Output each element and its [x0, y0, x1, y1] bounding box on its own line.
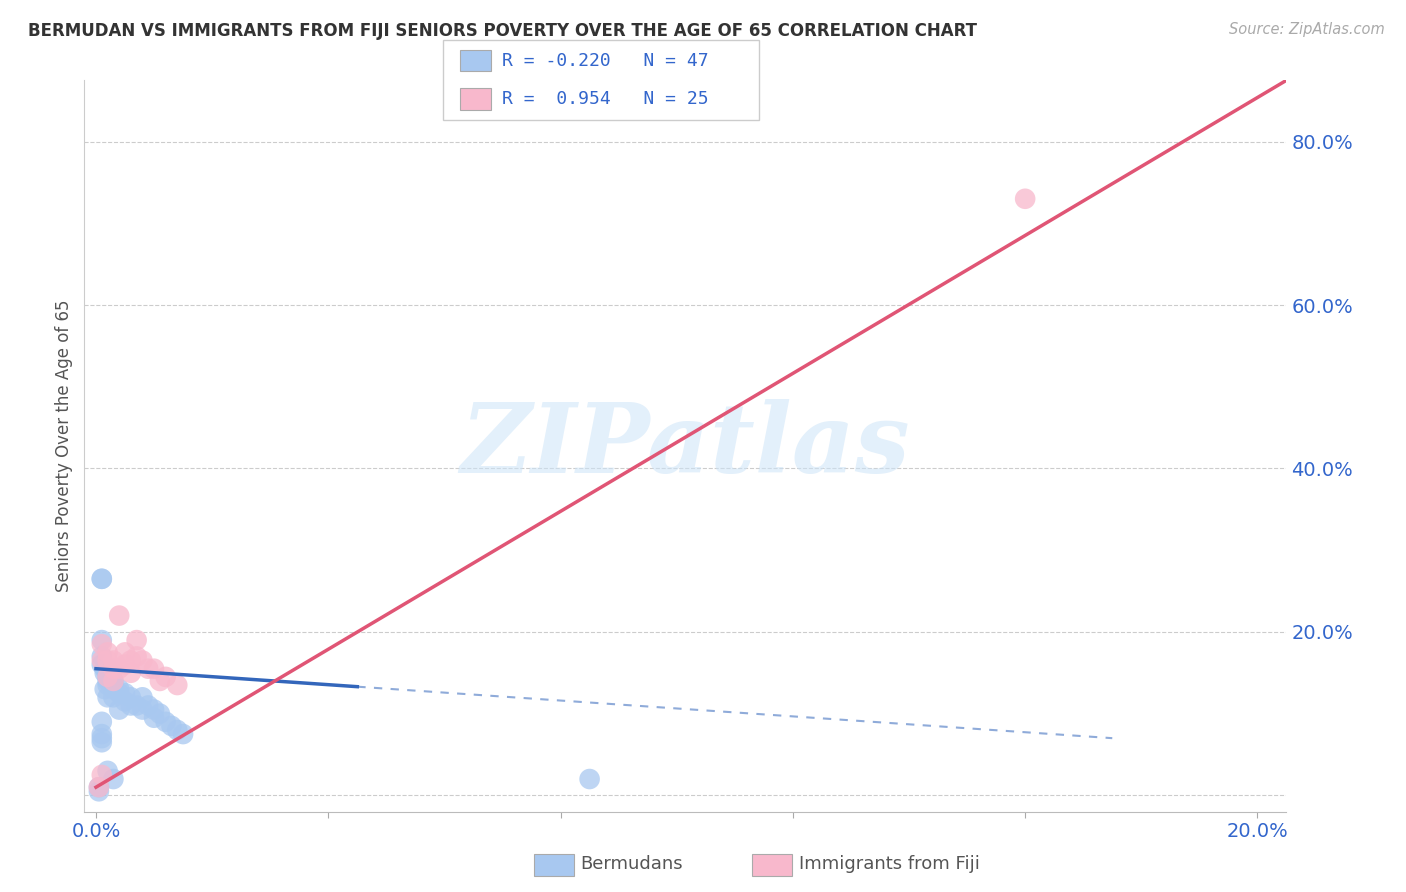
Point: [131, 702, 153, 716]
Point: [103, 682, 125, 697]
Point: [143, 711, 166, 725]
Point: [120, 654, 142, 668]
Text: Source: ZipAtlas.com: Source: ZipAtlas.com: [1229, 22, 1385, 37]
Point: [120, 665, 142, 680]
Point: [125, 649, 148, 664]
Text: R =  0.954   N = 25: R = 0.954 N = 25: [502, 90, 709, 108]
Point: [131, 690, 153, 705]
Point: [90, 649, 112, 664]
Point: [90, 714, 112, 729]
Point: [93, 665, 115, 680]
Point: [97, 670, 120, 684]
Point: [125, 698, 148, 713]
Point: [87, 780, 110, 795]
Point: [87, 784, 110, 798]
Point: [90, 637, 112, 651]
Point: [114, 657, 136, 672]
Point: [166, 678, 188, 692]
Point: [103, 654, 125, 668]
Point: [97, 654, 120, 668]
Point: [97, 678, 120, 692]
Point: [90, 727, 112, 741]
Point: [149, 673, 172, 688]
Text: Bermudans: Bermudans: [581, 855, 683, 873]
Point: [143, 662, 166, 676]
Point: [97, 665, 120, 680]
Point: [93, 682, 115, 697]
Point: [90, 572, 112, 586]
Point: [160, 719, 183, 733]
Point: [90, 654, 112, 668]
Point: [143, 702, 166, 716]
Point: [136, 662, 159, 676]
Point: [136, 698, 159, 713]
Text: BERMUDAN VS IMMIGRANTS FROM FIJI SENIORS POVERTY OVER THE AGE OF 65 CORRELATION : BERMUDAN VS IMMIGRANTS FROM FIJI SENIORS…: [28, 22, 977, 40]
Point: [90, 657, 112, 672]
Point: [103, 673, 125, 688]
Point: [149, 706, 172, 721]
Point: [97, 690, 120, 705]
Point: [131, 654, 153, 668]
Point: [108, 682, 131, 697]
Point: [155, 714, 177, 729]
Point: [97, 670, 120, 684]
Point: [90, 731, 112, 746]
Point: [97, 662, 120, 676]
Point: [87, 780, 110, 795]
Text: R = -0.220   N = 47: R = -0.220 N = 47: [502, 52, 709, 70]
Text: Immigrants from Fiji: Immigrants from Fiji: [799, 855, 980, 873]
Y-axis label: Seniors Poverty Over the Age of 65: Seniors Poverty Over the Age of 65: [55, 300, 73, 592]
Point: [108, 686, 131, 700]
Point: [97, 645, 120, 659]
Point: [103, 772, 125, 786]
Point: [155, 670, 177, 684]
Point: [114, 694, 136, 708]
Point: [578, 772, 600, 786]
Point: [90, 735, 112, 749]
Point: [93, 662, 115, 676]
Point: [90, 768, 112, 782]
Point: [120, 690, 142, 705]
Point: [103, 690, 125, 705]
Point: [114, 686, 136, 700]
Point: [108, 702, 131, 716]
Point: [1014, 192, 1036, 206]
Point: [103, 678, 125, 692]
Point: [172, 727, 194, 741]
Point: [120, 698, 142, 713]
Point: [103, 662, 125, 676]
Point: [97, 764, 120, 778]
Point: [90, 572, 112, 586]
Point: [166, 723, 188, 737]
Point: [97, 673, 120, 688]
Point: [97, 662, 120, 676]
Point: [108, 608, 131, 623]
Text: ZIPatlas: ZIPatlas: [461, 399, 910, 493]
Point: [125, 633, 148, 648]
Point: [103, 673, 125, 688]
Point: [100, 673, 122, 688]
Point: [108, 662, 131, 676]
Point: [90, 633, 112, 648]
Point: [114, 645, 136, 659]
